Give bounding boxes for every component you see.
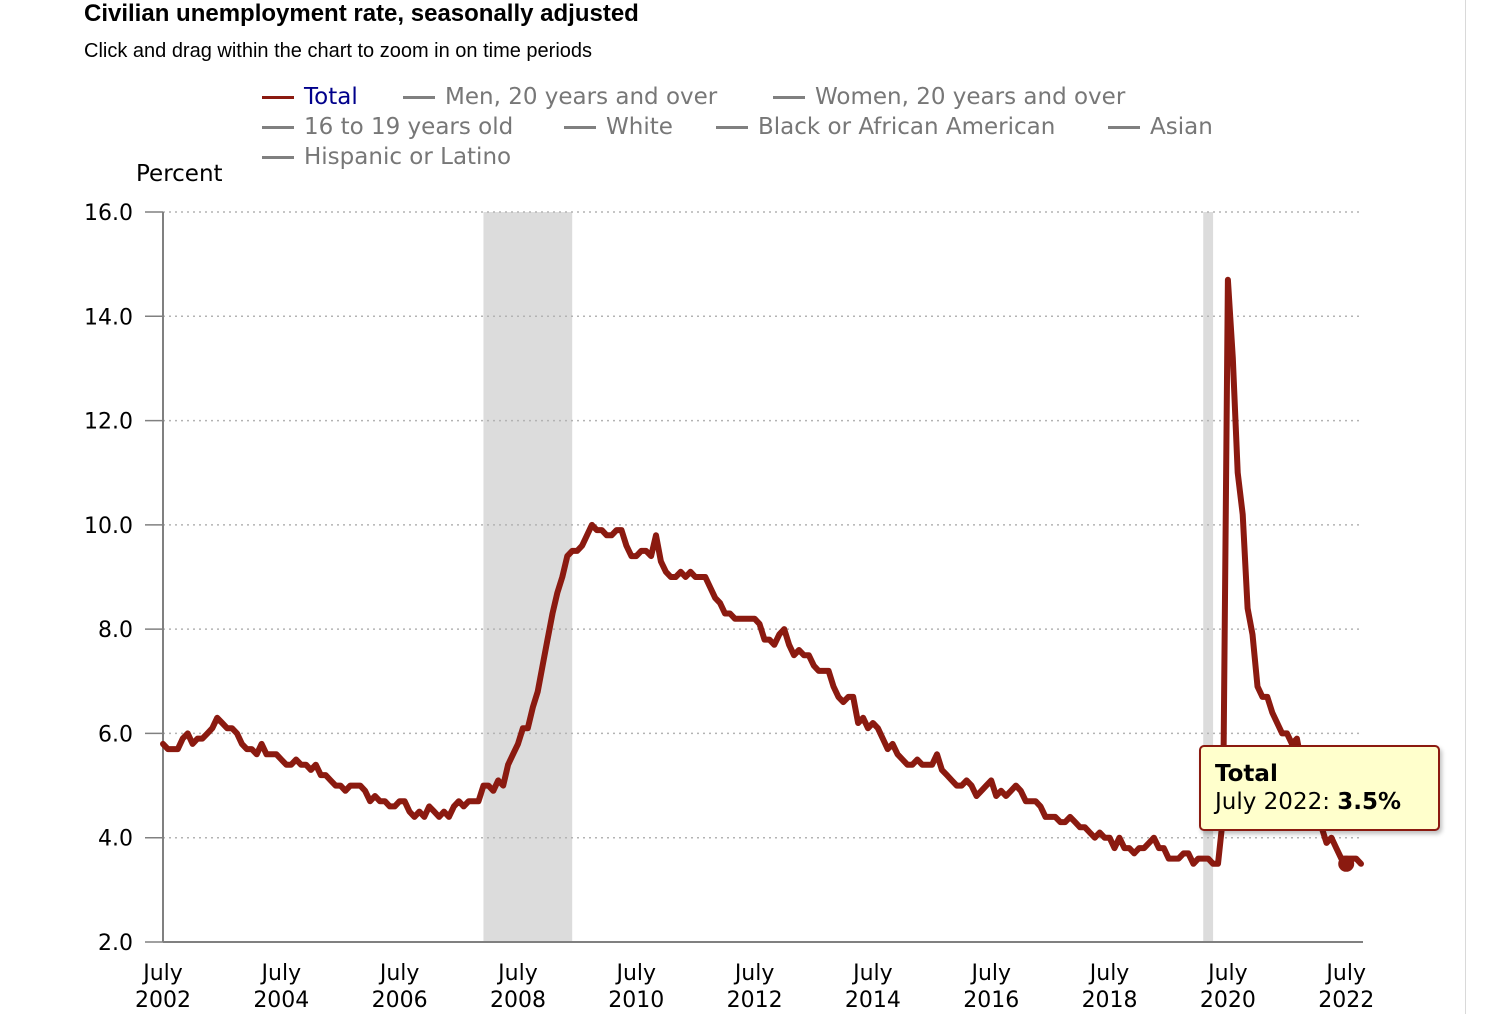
y-tick-label: 4.0 — [98, 827, 133, 852]
x-tick-label-year: 2006 — [372, 988, 428, 1013]
tooltip-value: 3.5% — [1337, 789, 1402, 815]
highlight-point — [1338, 855, 1355, 872]
legend-label: Total — [304, 84, 358, 110]
series-line-total[interactable] — [160, 276, 1364, 867]
x-tick-label-year: 2008 — [490, 988, 546, 1013]
y-tick-labels: 2.0 4.0 6.0 8.0 10.0 12.0 14.0 16.0 — [84, 201, 133, 956]
tooltip: Total July 2022: 3.5% — [1199, 745, 1440, 831]
tooltip-date: July 2022: — [1215, 789, 1330, 815]
y-axis-label: Percent — [136, 161, 223, 187]
legend-label: Asian — [1150, 114, 1213, 140]
legend-item-black[interactable]: Black or African American — [716, 114, 1055, 140]
y-tick-label: 12.0 — [84, 410, 133, 435]
x-tick-label-year: 2012 — [727, 988, 783, 1013]
legend-swatch-icon — [564, 125, 596, 129]
x-tick-label-month: July — [378, 961, 420, 986]
x-tick-label-month: July — [496, 961, 538, 986]
legend-swatch-icon — [1108, 125, 1140, 129]
y-tick-label: 2.0 — [98, 931, 133, 956]
series-total[interactable] — [160, 276, 1364, 867]
x-tick-label-year: 2022 — [1318, 988, 1374, 1013]
legend-swatch-icon — [262, 155, 294, 159]
x-tick-label-year: 2002 — [135, 988, 191, 1013]
x-tick-label-month: July — [614, 961, 656, 986]
legend-swatch-icon — [403, 95, 435, 99]
legend-item-women[interactable]: Women, 20 years and over — [773, 84, 1125, 110]
x-tick-label-month: July — [1088, 961, 1130, 986]
x-tick-label-year: 2010 — [608, 988, 664, 1013]
legend-item-white[interactable]: White — [564, 114, 673, 140]
x-tick-label-month: July — [733, 961, 775, 986]
x-tick-label-year: 2004 — [253, 988, 309, 1013]
tooltip-series: Total — [1215, 761, 1278, 787]
y-tick-label: 10.0 — [84, 514, 133, 539]
y-tick-label: 8.0 — [98, 618, 133, 643]
legend-label: Black or African American — [758, 114, 1056, 140]
legend-label: 16 to 19 years old — [304, 114, 514, 140]
legend-item-asian[interactable]: Asian — [1108, 114, 1213, 140]
legend-label: Women, 20 years and over — [815, 84, 1126, 110]
x-tick-label-month: July — [1324, 961, 1366, 986]
highlight-marker — [1338, 855, 1355, 872]
x-tick-label-month: July — [141, 961, 183, 986]
legend-label: Hispanic or Latino — [304, 144, 512, 170]
x-tick-labels: July2002July2004July2006July2008July2010… — [135, 961, 1374, 1013]
x-tick-label-year: 2020 — [1200, 988, 1256, 1013]
legend-swatch-icon — [262, 125, 294, 129]
legend-label: Men, 20 years and over — [445, 84, 718, 110]
axes — [162, 212, 1363, 943]
x-tick-label-year: 2018 — [1082, 988, 1138, 1013]
x-tick-label-year: 2014 — [845, 988, 901, 1013]
tooltip-line: July 2022: 3.5% — [1215, 789, 1424, 815]
recession-band — [483, 212, 573, 942]
grid-lines — [145, 211, 1361, 943]
x-tick-label-month: July — [851, 961, 893, 986]
x-tick-label-month: July — [1206, 961, 1248, 986]
legend-item-total[interactable]: Total — [262, 84, 358, 110]
legend-item-16-to-19[interactable]: 16 to 19 years old — [262, 114, 513, 140]
chart-subtitle: Click and drag within the chart to zoom … — [84, 40, 593, 62]
y-tick-label: 14.0 — [84, 305, 133, 330]
legend-swatch-icon — [716, 125, 748, 129]
x-tick-label-month: July — [260, 961, 302, 986]
chart-title: Civilian unemployment rate, seasonally a… — [84, 0, 639, 27]
recession-band — [1203, 212, 1214, 942]
x-tick-label-month: July — [969, 961, 1011, 986]
y-tick-label: 6.0 — [98, 722, 133, 747]
legend-swatch-icon — [262, 95, 294, 99]
legend-item-hispanic[interactable]: Hispanic or Latino — [262, 144, 511, 170]
legend-item-men[interactable]: Men, 20 years and over — [403, 84, 717, 110]
recession-bands — [483, 212, 1214, 942]
x-tick-label-year: 2016 — [963, 988, 1019, 1013]
y-tick-label: 16.0 — [84, 201, 133, 226]
legend-label: White — [606, 114, 673, 140]
legend-swatch-icon — [773, 95, 805, 99]
